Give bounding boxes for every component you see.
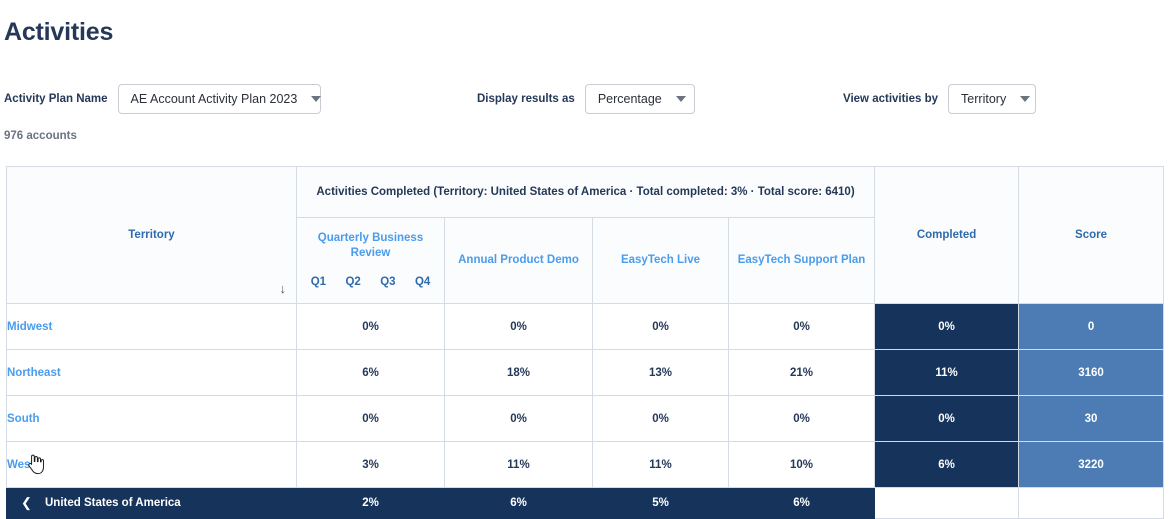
cell-annual-product-demo: 18% — [444, 349, 593, 396]
summary-cell-easytech-support-plan: 6% — [727, 487, 876, 519]
cell-annual-product-demo: 11% — [444, 441, 593, 488]
cell-qbr: 6% — [296, 349, 445, 396]
activities-table: Territory ↓ Activities Completed (Territ… — [6, 166, 1165, 519]
cell-qbr: 0% — [296, 395, 445, 442]
cell-score: 30 — [1018, 395, 1165, 442]
table-summary-row: ❮ United States of America 2% 6% 5% 6% — [6, 487, 1165, 519]
summary-territory-cell[interactable]: ❮ United States of America — [6, 487, 297, 519]
summary-territory-label: United States of America — [45, 497, 181, 509]
summary-cell-score — [1018, 487, 1165, 519]
cell-score: 0 — [1018, 303, 1165, 350]
column-header-easytech-support-plan[interactable]: EasyTech Support Plan — [727, 217, 876, 304]
table-row: West 3% 11% 11% 10% 6% 3220 — [6, 441, 1165, 488]
activity-plan-name-value: AE Account Activity Plan 2023 — [130, 92, 298, 106]
qbr-quarter-q2[interactable]: Q2 — [345, 276, 361, 288]
qbr-quarter-list: Q1 Q2 Q3 Q4 — [297, 275, 444, 290]
qbr-title: Quarterly Business Review — [317, 232, 424, 259]
activity-plan-name-select[interactable]: AE Account Activity Plan 2023 — [117, 84, 322, 114]
summary-cell-annual-product-demo: 6% — [444, 487, 593, 519]
table-head-row-group: Territory ↓ Activities Completed (Territ… — [6, 166, 1165, 304]
chevron-down-icon — [311, 96, 322, 102]
column-header-completed[interactable]: Completed — [874, 166, 1020, 304]
cell-completed: 0% — [874, 395, 1020, 442]
cell-score: 3220 — [1018, 441, 1165, 488]
territory-link-midwest[interactable]: Midwest — [6, 303, 297, 350]
qbr-quarter-q1[interactable]: Q1 — [310, 276, 327, 288]
territory-link-south[interactable]: South — [6, 395, 297, 442]
chevron-down-icon — [1020, 96, 1031, 102]
view-activities-by-label: View activities by — [843, 93, 939, 105]
display-results-as-value: Percentage — [597, 92, 662, 106]
qbr-header-inner: Quarterly Business Review Q1 Q2 Q3 Q4 — [297, 218, 444, 303]
filter-bar: Activity Plan Name AE Account Activity P… — [0, 82, 1170, 116]
filter-display-results-as: Display results as Percentage — [477, 82, 695, 116]
territory-link-west[interactable]: West — [6, 441, 297, 488]
cell-easytech-live: 13% — [592, 349, 729, 396]
summary-cell-completed — [874, 487, 1020, 519]
cell-easytech-support-plan: 10% — [727, 441, 876, 488]
table-head-row-columns: Quarterly Business Review Q1 Q2 Q3 Q4 An… — [7, 217, 1164, 304]
cell-annual-product-demo: 0% — [444, 303, 593, 350]
column-header-score[interactable]: Score — [1018, 166, 1165, 304]
qbr-quarter-q3[interactable]: Q3 — [380, 276, 396, 288]
display-results-as-select[interactable]: Percentage — [584, 84, 695, 114]
filter-activity-plan-name: Activity Plan Name AE Account Activity P… — [4, 82, 322, 116]
cell-easytech-support-plan: 0% — [727, 395, 876, 442]
cell-score: 3160 — [1018, 349, 1165, 396]
activity-plan-name-label: Activity Plan Name — [4, 93, 108, 105]
table-head: Territory ↓ Activities Completed (Territ… — [6, 166, 1165, 304]
territory-header-label: Territory — [128, 229, 175, 241]
display-results-as-label: Display results as — [477, 93, 575, 105]
territory-link-northeast[interactable]: Northeast — [6, 349, 297, 396]
sort-descending-icon[interactable]: ↓ — [279, 281, 287, 296]
table-row: Northeast 6% 18% 13% 21% 11% 3160 — [6, 349, 1165, 396]
activities-table-container: Territory ↓ Activities Completed (Territ… — [6, 166, 1165, 519]
chevron-down-icon — [675, 96, 686, 102]
cell-easytech-live: 0% — [592, 303, 729, 350]
cell-qbr: 3% — [296, 441, 445, 488]
cell-completed: 6% — [874, 441, 1020, 488]
view-activities-by-value: Territory — [961, 92, 1007, 106]
cell-completed: 11% — [874, 349, 1020, 396]
cell-qbr: 0% — [296, 303, 445, 350]
column-header-easytech-live[interactable]: EasyTech Live — [592, 217, 729, 304]
summary-cell-easytech-live: 5% — [592, 487, 729, 519]
accounts-count: 976 accounts — [4, 130, 77, 142]
cell-easytech-live: 11% — [592, 441, 729, 488]
cell-easytech-support-plan: 21% — [727, 349, 876, 396]
summary-cell-qbr: 2% — [296, 487, 445, 519]
table-row: Midwest 0% 0% 0% 0% 0% 0 — [6, 303, 1165, 350]
table-body: Midwest 0% 0% 0% 0% 0% 0 Northeast 6% 18… — [6, 303, 1165, 519]
chevron-left-icon[interactable]: ❮ — [21, 495, 32, 510]
cell-easytech-live: 0% — [592, 395, 729, 442]
page-title: Activities — [4, 18, 114, 46]
view-activities-by-select[interactable]: Territory — [948, 84, 1037, 114]
cell-completed: 0% — [874, 303, 1020, 350]
cell-easytech-support-plan: 0% — [727, 303, 876, 350]
column-header-quarterly-business-review[interactable]: Quarterly Business Review Q1 Q2 Q3 Q4 — [296, 217, 445, 304]
qbr-quarter-q4[interactable]: Q4 — [414, 276, 431, 288]
filter-view-activities-by: View activities by Territory — [843, 82, 1037, 116]
table-row: South 0% 0% 0% 0% 0% 30 — [6, 395, 1165, 442]
column-header-territory[interactable]: Territory ↓ — [6, 166, 297, 304]
column-header-annual-product-demo[interactable]: Annual Product Demo — [444, 217, 593, 304]
column-header-group-activities-completed: Activities Completed (Territory: United … — [295, 166, 876, 218]
cell-annual-product-demo: 0% — [444, 395, 593, 442]
